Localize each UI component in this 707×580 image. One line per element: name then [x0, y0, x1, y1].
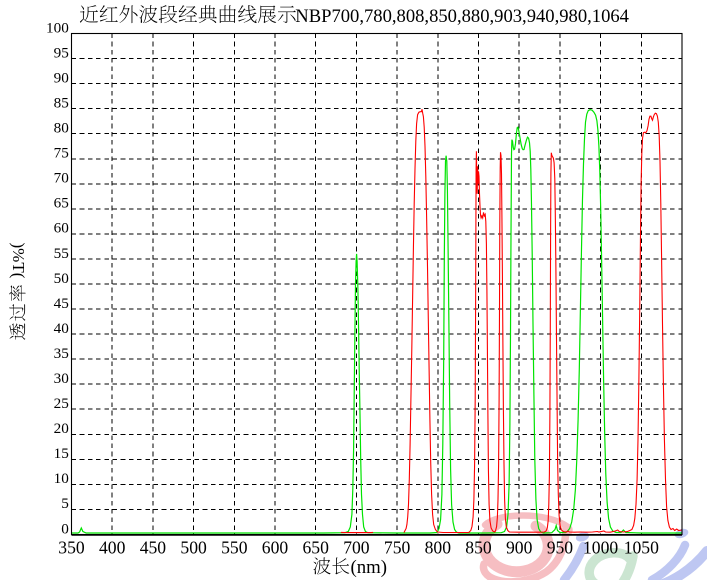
- svg-text:600: 600: [262, 537, 289, 557]
- svg-text:400: 400: [99, 537, 126, 557]
- svg-text:0: 0: [61, 520, 69, 537]
- svg-text:650: 650: [303, 537, 330, 557]
- svg-text:1050: 1050: [624, 537, 659, 557]
- svg-text:65: 65: [54, 195, 69, 212]
- svg-text:750: 750: [384, 537, 411, 557]
- svg-text:10: 10: [54, 470, 70, 487]
- svg-text:(nm): (nm): [351, 557, 388, 578]
- svg-text:25: 25: [54, 395, 69, 412]
- svg-text:500: 500: [180, 537, 207, 557]
- svg-text:85: 85: [54, 94, 69, 111]
- svg-text:55: 55: [54, 245, 69, 262]
- svg-text:)%T(: )%T(: [9, 243, 28, 279]
- svg-text:850: 850: [465, 537, 492, 557]
- svg-text:15: 15: [54, 445, 69, 462]
- svg-text:550: 550: [221, 537, 248, 557]
- svg-text:5: 5: [61, 495, 69, 512]
- svg-text:80: 80: [54, 120, 70, 137]
- svg-text:NBP700,780,808,850,880,903,940: NBP700,780,808,850,880,903,940,980,1064: [295, 6, 629, 27]
- svg-text:350: 350: [58, 537, 85, 557]
- svg-text:70: 70: [54, 170, 70, 187]
- svg-text:95: 95: [54, 44, 69, 61]
- svg-text:100: 100: [46, 19, 69, 36]
- svg-text:60: 60: [54, 220, 70, 237]
- svg-text:450: 450: [140, 537, 167, 557]
- svg-text:1000: 1000: [583, 537, 618, 557]
- svg-text:800: 800: [425, 537, 452, 557]
- svg-text:20: 20: [54, 420, 70, 437]
- svg-text:50: 50: [54, 270, 70, 287]
- svg-text:35: 35: [54, 345, 69, 362]
- svg-text:700: 700: [343, 537, 370, 557]
- svg-text:900: 900: [506, 537, 533, 557]
- svg-text:950: 950: [547, 537, 574, 557]
- svg-text:40: 40: [54, 320, 70, 337]
- svg-text:45: 45: [54, 295, 69, 312]
- svg-text:75: 75: [54, 145, 69, 162]
- svg-text:90: 90: [54, 69, 70, 86]
- svg-text:30: 30: [54, 370, 70, 387]
